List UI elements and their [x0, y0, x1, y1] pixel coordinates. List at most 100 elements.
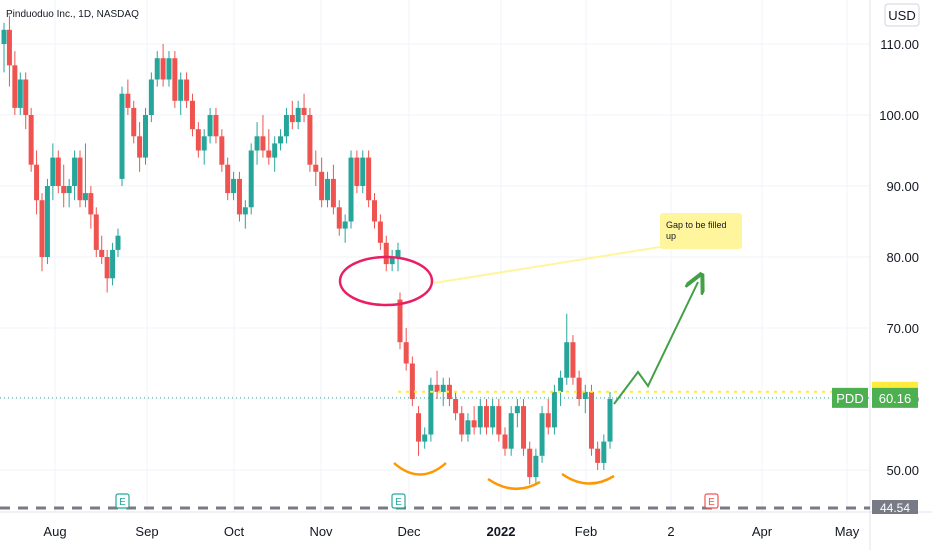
- candle-body[interactable]: [110, 249, 116, 279]
- candle-body[interactable]: [137, 136, 143, 158]
- candle-body[interactable]: [490, 406, 496, 428]
- candle-body[interactable]: [295, 107, 301, 123]
- candle-body[interactable]: [508, 413, 514, 449]
- candle-body[interactable]: [283, 115, 289, 137]
- candle-body[interactable]: [551, 391, 557, 428]
- candle-body[interactable]: [189, 100, 195, 130]
- candle-body[interactable]: [142, 115, 148, 158]
- candle-body[interactable]: [289, 115, 295, 123]
- candle-body[interactable]: [119, 93, 125, 179]
- gap-highlight-ellipse[interactable]: [338, 255, 434, 307]
- candle-body[interactable]: [77, 157, 83, 201]
- candle-body[interactable]: [564, 342, 570, 378]
- candle-body[interactable]: [588, 391, 594, 449]
- candle-body[interactable]: [377, 221, 383, 243]
- candle-body[interactable]: [409, 363, 415, 400]
- candle-body[interactable]: [313, 164, 319, 172]
- candle-body[interactable]: [558, 377, 564, 392]
- candle-body[interactable]: [242, 207, 248, 215]
- candle-body[interactable]: [336, 207, 342, 229]
- candle-body[interactable]: [55, 157, 61, 186]
- candle-body[interactable]: [82, 193, 88, 201]
- callout-box[interactable]: [660, 213, 742, 249]
- candle-body[interactable]: [148, 79, 154, 116]
- candle-body[interactable]: [278, 136, 284, 144]
- candle-body[interactable]: [201, 136, 207, 151]
- candle-body[interactable]: [440, 384, 446, 392]
- earnings-marker-mar[interactable]: E: [704, 493, 719, 509]
- candle-body[interactable]: [6, 29, 12, 66]
- candle-body[interactable]: [496, 406, 502, 435]
- candle-body[interactable]: [99, 249, 105, 257]
- plot-area[interactable]: [0, 0, 870, 512]
- left-shoulder-arc[interactable]: [393, 462, 447, 476]
- candle-body[interactable]: [582, 391, 588, 399]
- candle-body[interactable]: [527, 448, 533, 478]
- candle-body[interactable]: [471, 420, 477, 428]
- candle-body[interactable]: [403, 342, 409, 364]
- candle-body[interactable]: [483, 406, 489, 428]
- candle-body[interactable]: [348, 157, 354, 222]
- candle-body[interactable]: [360, 157, 366, 186]
- candle-body[interactable]: [248, 150, 254, 208]
- candle-body[interactable]: [254, 136, 260, 151]
- candle-body[interactable]: [131, 107, 137, 137]
- candle-body[interactable]: [446, 384, 452, 399]
- candle-body[interactable]: [453, 399, 459, 414]
- head-arc[interactable]: [487, 477, 541, 490]
- candle-body[interactable]: [366, 157, 372, 201]
- candle-body[interactable]: [207, 115, 213, 137]
- candle-body[interactable]: [166, 58, 172, 80]
- candle-body[interactable]: [260, 136, 266, 151]
- candle-body[interactable]: [539, 413, 545, 456]
- candle-body[interactable]: [195, 129, 201, 151]
- candle-body[interactable]: [125, 93, 131, 108]
- candle-body[interactable]: [459, 413, 465, 435]
- candle-body[interactable]: [422, 434, 428, 442]
- candle-body[interactable]: [88, 193, 94, 215]
- candle-body[interactable]: [595, 448, 601, 463]
- candle-body[interactable]: [389, 257, 395, 265]
- candle-body[interactable]: [178, 79, 184, 101]
- candle-body[interactable]: [219, 136, 225, 165]
- candle-body[interactable]: [342, 221, 348, 229]
- candle-body[interactable]: [44, 186, 50, 257]
- candle-body[interactable]: [416, 413, 422, 442]
- candle-body[interactable]: [545, 413, 551, 428]
- candle-body[interactable]: [330, 178, 336, 208]
- candle-body[interactable]: [272, 143, 278, 158]
- projection-arrow[interactable]: [613, 282, 698, 405]
- candle-body[interactable]: [160, 58, 166, 80]
- candle-body[interactable]: [383, 242, 389, 265]
- candle-body[interactable]: [521, 406, 527, 449]
- time-axis[interactable]: Aug Sep Oct Nov Dec 2022 Feb 2 Apr May: [43, 524, 859, 539]
- candle-body[interactable]: [601, 441, 607, 463]
- candle-body[interactable]: [465, 420, 471, 435]
- candle-body[interactable]: [28, 115, 34, 165]
- candle-body[interactable]: [502, 434, 508, 449]
- candle-body[interactable]: [514, 406, 520, 414]
- candle-body[interactable]: [477, 406, 483, 428]
- candle-body[interactable]: [301, 107, 307, 115]
- candle-body[interactable]: [23, 79, 29, 116]
- candle-body[interactable]: [34, 164, 40, 201]
- candle-body[interactable]: [319, 171, 325, 201]
- candle-body[interactable]: [50, 157, 56, 186]
- currency-button[interactable]: [884, 3, 920, 27]
- candle-body[interactable]: [354, 157, 360, 186]
- candle-body[interactable]: [17, 79, 23, 108]
- candle-body[interactable]: [231, 178, 237, 194]
- candle-body[interactable]: [576, 377, 582, 399]
- candle-body[interactable]: [93, 214, 99, 250]
- candle-body[interactable]: [397, 299, 403, 343]
- candle-body[interactable]: [172, 58, 178, 101]
- candle-body[interactable]: [428, 384, 434, 435]
- candle-body[interactable]: [607, 399, 613, 442]
- candle-body[interactable]: [66, 186, 72, 194]
- candle-body[interactable]: [225, 164, 231, 194]
- candle-body[interactable]: [12, 65, 18, 108]
- candle-body[interactable]: [266, 150, 272, 158]
- candle-body[interactable]: [184, 79, 190, 101]
